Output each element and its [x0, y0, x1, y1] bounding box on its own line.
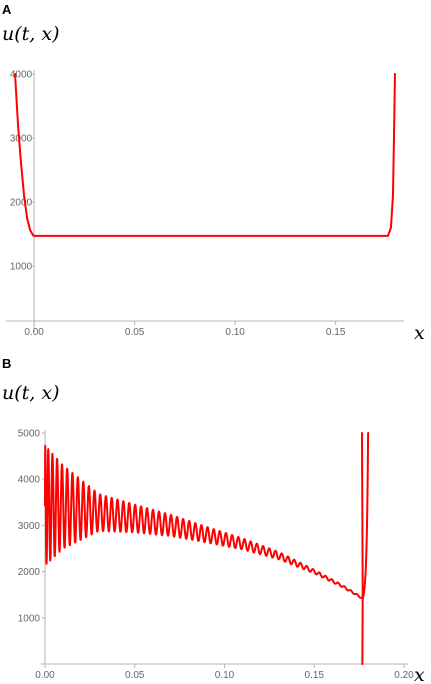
panel-a-x-ticks: 0.00 0.05 0.10 0.15: [24, 321, 346, 338]
panel-a-xlabel: x: [414, 322, 425, 344]
panel-b-x-ticks: 0.00 0.05 0.10 0.15 0.20: [35, 664, 414, 681]
y-tick-label: 4000: [18, 475, 41, 486]
panel-a-y-ticks: 1000 2000 3000 4000: [10, 70, 35, 273]
x-tick-label: 0.20: [394, 670, 414, 681]
x-tick-label: 0.00: [35, 670, 55, 681]
panel-b: B u(t, x) x 0.00 0.05 0.10 0.15 0.20 1000 200…: [2, 356, 425, 684]
y-tick-label: 3000: [18, 521, 41, 532]
panel-b-series-line: [44, 444, 364, 599]
panel-b-letter: B: [2, 356, 11, 371]
panel-a-ylabel: u(t, x): [2, 23, 60, 45]
x-tick-label: 0.15: [305, 670, 325, 681]
panel-b-y-ticks: 1000 2000 3000 4000 5000: [18, 429, 45, 624]
x-tick-label: 0.10: [215, 670, 235, 681]
y-tick-label: 4000: [10, 70, 33, 81]
panel-b-ylabel: u(t, x): [2, 382, 60, 404]
x-tick-label: 0.05: [125, 327, 145, 338]
x-tick-label: 0.00: [24, 327, 44, 338]
y-tick-label: 3000: [10, 134, 33, 145]
panel-a-series-line: [14, 73, 396, 237]
panel-b-xlabel: x: [414, 664, 425, 684]
panel-b-boundary-line: [361, 432, 370, 665]
x-tick-label: 0.05: [125, 670, 145, 681]
y-tick-label: 2000: [18, 567, 41, 578]
panel-a-letter: A: [2, 2, 12, 17]
panel-a: A u(t, x) x 0.00 0.05 0.10 0.15 1000 2000 300…: [2, 2, 425, 344]
y-tick-label: 5000: [18, 429, 41, 440]
y-tick-label: 1000: [18, 613, 41, 624]
x-tick-label: 0.15: [326, 327, 346, 338]
y-tick-label: 2000: [10, 198, 33, 209]
y-tick-label: 1000: [10, 262, 33, 273]
x-tick-label: 0.10: [225, 327, 245, 338]
